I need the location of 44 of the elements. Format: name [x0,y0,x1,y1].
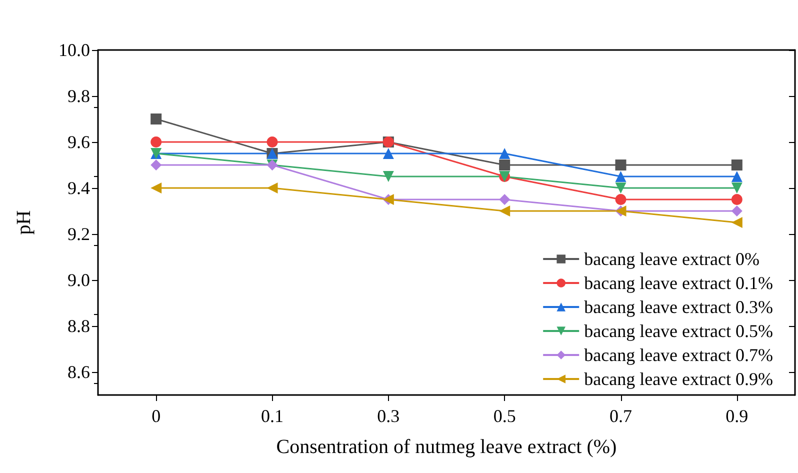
point [150,114,162,124]
legend-label: bacang leave extract 0% [584,249,760,269]
legend-label: bacang leave extract 0.7% [584,345,774,365]
point [615,194,626,205]
y-tick-label: 9.8 [68,86,90,106]
point [266,182,278,194]
point [382,171,394,182]
point [615,160,626,170]
point [266,136,278,148]
y-axis-title: pH [13,210,35,235]
y-tick-label: 9.0 [68,270,90,290]
point [731,182,742,194]
y-tick-label: 10.0 [58,40,90,60]
point [731,194,742,205]
x-tick-label: 0.7 [610,406,632,426]
y-tick-label: 9.2 [68,224,90,244]
point [499,206,510,216]
point [499,160,510,170]
y-tick-label: 8.8 [68,316,90,336]
point [731,171,742,182]
y-tick-label: 9.4 [68,178,90,198]
point [615,182,626,194]
point [150,182,162,194]
x-tick-label: 0.3 [377,406,400,426]
x-tick-label: 0.1 [261,406,284,426]
x-axis-title: Consentration of nutmeg leave extract (%) [276,436,617,458]
x-tick-label: 0.9 [726,406,748,426]
point [499,194,510,205]
point [731,217,742,228]
point [150,136,162,148]
point [499,148,510,159]
point [615,171,626,182]
point [731,160,742,170]
x-tick-label: 0.5 [493,406,516,426]
y-tick-label: 9.6 [68,132,90,152]
point [150,160,162,170]
legend-label: bacang leave extract 0.9% [584,369,774,389]
y-tick-label: 8.6 [68,362,90,382]
point [731,206,742,216]
point [382,148,394,159]
legend-label: bacang leave extract 0.5% [584,321,774,341]
legend-label: bacang leave extract 0.3% [584,297,774,317]
legend-label: bacang leave extract 0.1% [584,273,774,293]
x-tick-label: 0 [152,406,161,426]
